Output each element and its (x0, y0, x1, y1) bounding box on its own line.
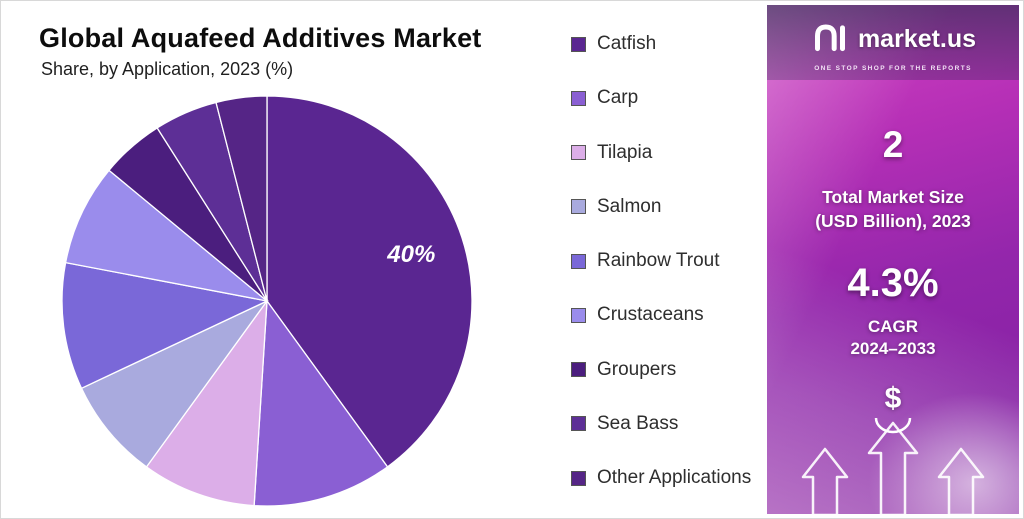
legend-item: Salmon (571, 196, 751, 218)
pie-slice-other-applications (215, 95, 268, 302)
legend-item-label: Other Applications (597, 467, 752, 488)
cagr-label-line1: CAGR (867, 317, 919, 337)
legend: Catfish Carp Tilapia Salmon Rainbow Trout Cru… (571, 33, 751, 489)
legend-item: Catfish (571, 33, 751, 55)
legend-item-label: Carp (597, 87, 639, 109)
legend-item: Rainbow Trout (571, 250, 751, 272)
legend-item: Crustaceans (571, 304, 751, 326)
legend-item: Tilapia (571, 142, 751, 164)
legend-item-label: Rainbow Trout (597, 250, 720, 271)
pie-slice-salmon (80, 300, 268, 468)
legend-item: Groupers (571, 359, 751, 381)
brand-block: market.us ONE STOP SHOP FOR THE REPORTS (767, 5, 1019, 80)
brand-logo-row: market.us (810, 17, 976, 62)
pie-slice-carp (253, 299, 389, 507)
market-size-label-line1: Total Market Size (822, 187, 964, 207)
legend-swatch (571, 145, 586, 160)
legend-swatch (571, 362, 586, 377)
arrow-up-icon (801, 447, 849, 514)
brand-name: market.us (857, 25, 977, 53)
pie-slice-crustaceans (64, 169, 268, 302)
market-size-label-line2: (USD Billion), 2023 (815, 210, 971, 231)
legend-item-label: Catfish (597, 33, 657, 54)
side-panel-content: market.us ONE STOP SHOP FOR THE REPORTS … (767, 5, 1019, 514)
legend-item: Carp (571, 87, 751, 109)
legend-item-label: Salmon (597, 195, 662, 217)
pie-chart-svg: 40% (61, 95, 473, 507)
growth-arrows-icon (767, 419, 1019, 514)
money-graphic: $ (871, 382, 915, 439)
market-size-value: 2 (882, 124, 904, 165)
legend-swatch (571, 90, 586, 106)
cup-icon (871, 416, 915, 439)
legend-item-label: Sea Bass (597, 412, 679, 434)
market-size-label: Total Market Size (USD Billion), 2023 (815, 186, 971, 233)
legend-item: Other Applications (571, 467, 751, 489)
cagr-label-line2: 2024–2033 (850, 339, 936, 359)
pie-data-label: 40% (386, 241, 435, 268)
pie-slice-tilapia (145, 298, 268, 507)
arrow-up-icon (867, 421, 919, 514)
chart-subtitle: Share, by Application, 2023 (%) (41, 59, 294, 79)
legend-swatch (571, 307, 586, 323)
dollar-sign: $ (884, 382, 902, 416)
legend-swatch (571, 199, 586, 215)
legend-swatch (571, 36, 586, 52)
legend-item-label: Groupers (597, 358, 677, 380)
cagr-value: 4.3% (847, 261, 939, 306)
brand-tagline: ONE STOP SHOP FOR THE REPORTS (814, 65, 972, 72)
pie-slice-rainbow-trout (61, 261, 270, 390)
legend-swatch (571, 253, 586, 269)
pie-slice-catfish (266, 95, 473, 468)
legend-item-label: Crustaceans (597, 304, 704, 326)
legend-item: Sea Bass (571, 413, 751, 435)
arrow-up-icon (937, 447, 985, 514)
market-us-logo-icon (810, 17, 850, 62)
page-title: Global Aquafeed Additives Market (39, 23, 482, 53)
chart-area: Global Aquafeed Additives Market Share, … (5, 5, 761, 514)
legend-item-label: Tilapia (597, 141, 653, 163)
legend-swatch (571, 416, 586, 432)
legend-swatch (571, 470, 586, 486)
cagr-label: CAGR 2024–2033 (850, 316, 935, 360)
side-panel: market.us ONE STOP SHOP FOR THE REPORTS … (767, 5, 1019, 514)
pie-chart: 40% (57, 91, 477, 511)
